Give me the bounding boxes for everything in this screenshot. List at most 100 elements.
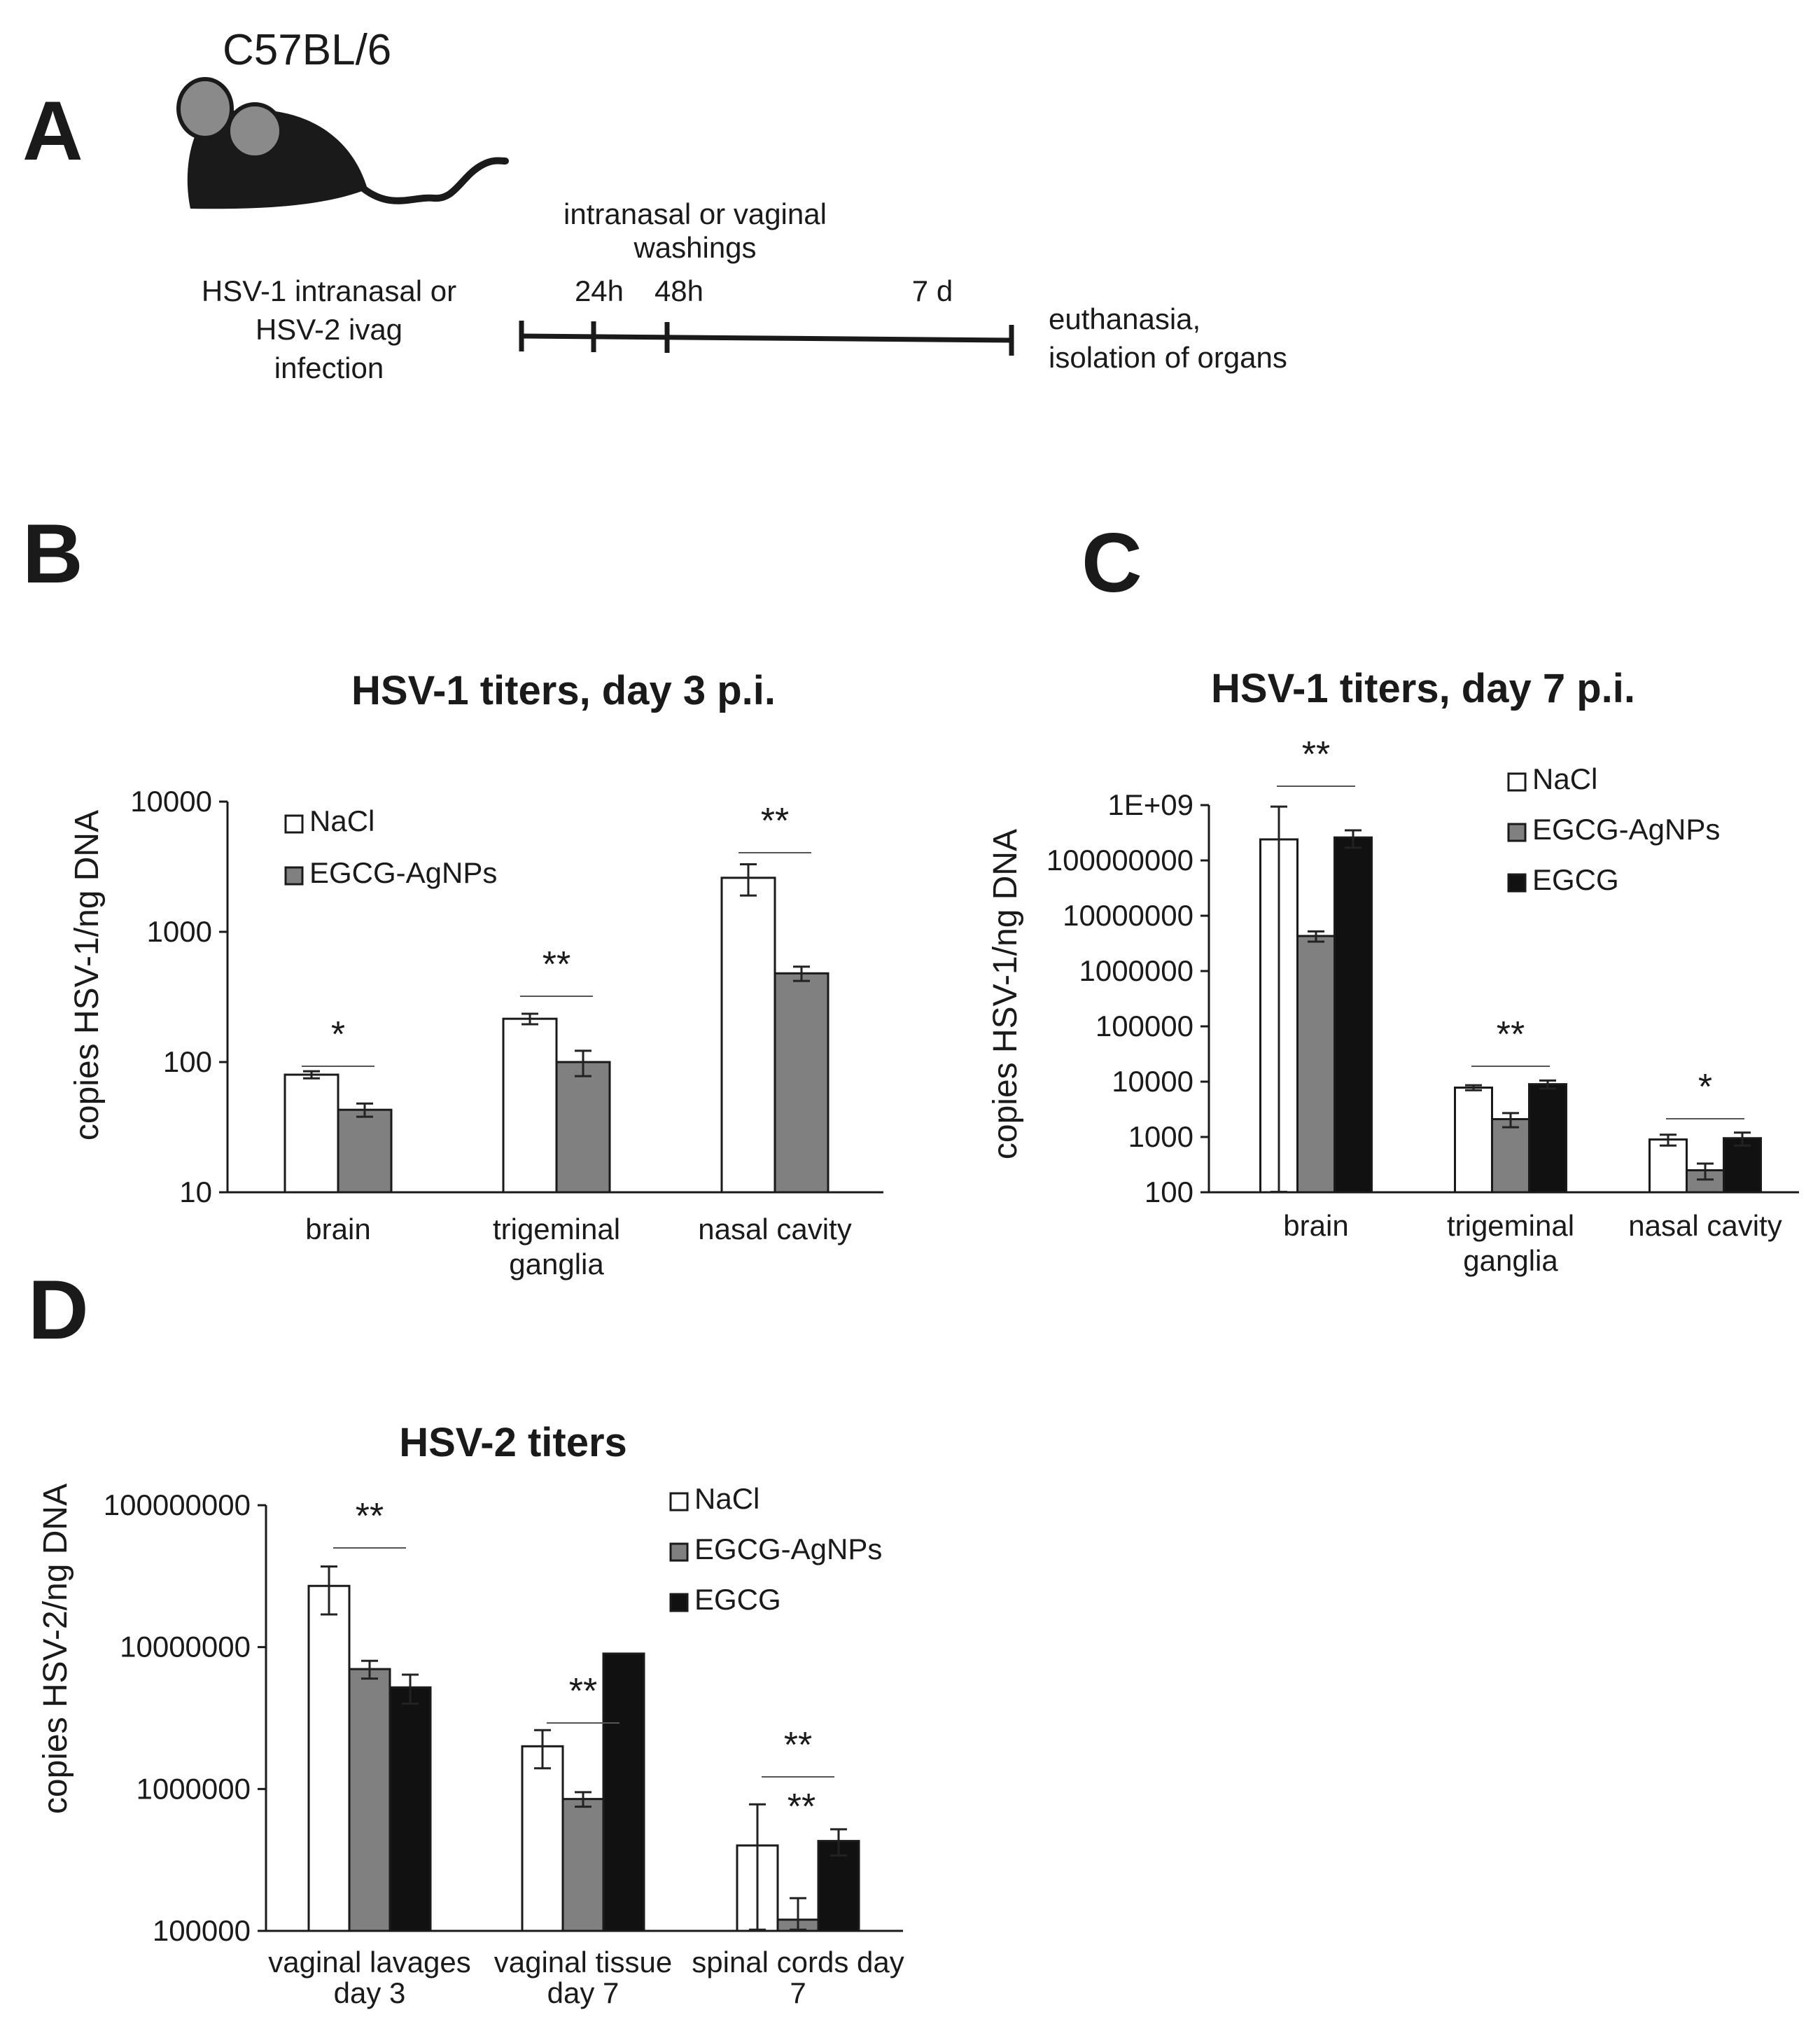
chart-d-category-label: vaginal lavages bbox=[268, 1946, 471, 1978]
chart-d-category-label: spinal cords day bbox=[692, 1946, 904, 1978]
chart-c-category-label: ganglia bbox=[1463, 1244, 1558, 1277]
chart-c-category-label: brain bbox=[1283, 1209, 1348, 1242]
chart-d-legend-label: EGCG-AgNPs bbox=[694, 1533, 882, 1565]
chart-b-significance: ** bbox=[542, 944, 570, 985]
chart-b-legend-label: NaCl bbox=[309, 804, 374, 837]
time-label-48h: 48h bbox=[654, 274, 704, 307]
chart-c-ytick-label: 100 bbox=[1144, 1175, 1194, 1208]
infection-label-line1: HSV-1 intranasal or bbox=[202, 274, 456, 307]
chart-d-legend-swatch bbox=[669, 1492, 689, 1512]
chart-c-bar bbox=[1648, 1138, 1688, 1194]
chart-b-ytick-label: 100 bbox=[163, 1045, 212, 1078]
chart-d: HSV-2 titers copies HSV-2/ng DNA 100000 100… bbox=[37, 1420, 904, 2009]
chart-b-significance: * bbox=[331, 1014, 345, 1055]
chart-b-ytick-label: 10000 bbox=[130, 785, 212, 818]
chart-b: HSV-1 titers, day 3 p.i. copies HSV-1/ng … bbox=[69, 668, 883, 1280]
chart-c-legend-label: EGCG bbox=[1532, 863, 1619, 896]
chart-c-ylabel: copies HSV-1/ng DNA bbox=[987, 829, 1024, 1159]
chart-d-bar bbox=[307, 1584, 351, 1932]
chart-d-significance: ** bbox=[356, 1496, 384, 1537]
chart-c-ytick-label: 1000 bbox=[1128, 1120, 1194, 1153]
chart-b-bar bbox=[284, 1073, 340, 1194]
chart-c-ytick-label: 100000000 bbox=[1046, 844, 1194, 877]
chart-d-ytick-label: 100000 bbox=[153, 1914, 251, 1947]
chart-b-ytick-label: 1000 bbox=[147, 915, 212, 948]
chart-c-ytick-label: 100000 bbox=[1096, 1010, 1194, 1042]
washings-label-line2: washings bbox=[633, 231, 756, 264]
chart-b-bar bbox=[720, 877, 776, 1194]
chart-d-bar bbox=[561, 1798, 605, 1932]
chart-c-category-label: nasal cavity bbox=[1628, 1209, 1782, 1242]
chart-c-bar bbox=[1296, 935, 1336, 1194]
chart-d-bar bbox=[348, 1668, 391, 1932]
chart-d-legend-label: NaCl bbox=[694, 1482, 760, 1515]
panel-letter-b: B bbox=[22, 507, 83, 601]
chart-c-category-label: trigeminal bbox=[1447, 1209, 1574, 1242]
infection-label-line3: infection bbox=[274, 351, 384, 384]
washings-label-line1: intranasal or vaginal bbox=[564, 197, 827, 230]
chart-d-legend-swatch bbox=[669, 1593, 689, 1612]
chart-d-category-label: day 7 bbox=[547, 1976, 620, 2009]
time-label-7d: 7 d bbox=[912, 274, 953, 307]
mouse-strain-label: C57BL/6 bbox=[223, 26, 391, 74]
time-label-24h: 24h bbox=[575, 274, 624, 307]
chart-b-category-label: ganglia bbox=[509, 1248, 604, 1280]
chart-c-ytick-label: 1E+09 bbox=[1107, 788, 1194, 821]
chart-b-significance: ** bbox=[761, 801, 789, 842]
chart-d-title: HSV-2 titers bbox=[399, 1420, 627, 1465]
chart-d-category-label: 7 bbox=[790, 1976, 806, 2009]
chart-c-ytick-label: 1000000 bbox=[1079, 954, 1194, 987]
panel-letter-c: C bbox=[1082, 516, 1142, 610]
chart-d-ytick-label: 10000000 bbox=[120, 1631, 251, 1663]
chart-c-legend-label: NaCl bbox=[1532, 762, 1597, 795]
timeline bbox=[519, 321, 1014, 356]
chart-d-ylabel: copies HSV-2/ng DNA bbox=[37, 1484, 74, 1814]
chart-b-ytick-label: 10 bbox=[179, 1175, 212, 1208]
chart-d-ytick-label: 100000000 bbox=[104, 1488, 251, 1521]
chart-d-significance-extra: ** bbox=[788, 1787, 816, 1827]
chart-c-ytick-label: 10000 bbox=[1112, 1065, 1194, 1098]
chart-d-significance: ** bbox=[569, 1671, 597, 1712]
chart-c-significance: * bbox=[1698, 1067, 1712, 1108]
chart-b-category-label: nasal cavity bbox=[698, 1213, 851, 1245]
chart-c-legend-swatch bbox=[1507, 823, 1527, 842]
chart-d-bar bbox=[388, 1686, 432, 1932]
chart-c: HSV-1 titers, day 7 p.i. copies HSV-1/ng … bbox=[987, 666, 1799, 1277]
endpoint-label-line1: euthanasia, bbox=[1049, 302, 1200, 335]
chart-b-legend-label: EGCG-AgNPs bbox=[309, 856, 497, 889]
chart-c-significance: ** bbox=[1302, 734, 1330, 775]
chart-d-category-label: vaginal tissue bbox=[494, 1946, 672, 1978]
chart-d-legend-label: EGCG bbox=[694, 1583, 781, 1616]
chart-c-bar bbox=[1528, 1083, 1567, 1194]
chart-b-category-label: brain bbox=[305, 1213, 370, 1245]
chart-d-category-label: day 3 bbox=[334, 1976, 406, 2009]
chart-c-title: HSV-1 titers, day 7 p.i. bbox=[1211, 666, 1635, 711]
chart-d-ytick-label: 1000000 bbox=[136, 1772, 251, 1805]
chart-c-bar bbox=[1454, 1087, 1493, 1194]
infection-label-line2: HSV-2 ivag bbox=[255, 313, 402, 346]
chart-b-bar bbox=[337, 1108, 393, 1194]
chart-c-significance: ** bbox=[1497, 1014, 1525, 1055]
chart-d-legend-swatch bbox=[669, 1542, 689, 1562]
mouse-icon bbox=[176, 77, 509, 209]
panel-letter-a: A bbox=[22, 84, 83, 178]
chart-b-bar bbox=[502, 1017, 558, 1194]
chart-b-title: HSV-1 titers, day 3 p.i. bbox=[351, 668, 776, 713]
panel-letter-d: D bbox=[28, 1263, 89, 1357]
chart-b-ylabel: copies HSV-1/ng DNA bbox=[69, 810, 106, 1140]
chart-d-significance: ** bbox=[784, 1725, 812, 1766]
chart-d-bar bbox=[602, 1652, 645, 1932]
chart-c-bar bbox=[1334, 836, 1373, 1194]
chart-c-legend-label: EGCG-AgNPs bbox=[1532, 813, 1720, 846]
chart-c-bar bbox=[1723, 1137, 1762, 1194]
chart-c-bar bbox=[1491, 1118, 1530, 1194]
chart-b-bar bbox=[774, 972, 830, 1194]
endpoint-label-line2: isolation of organs bbox=[1049, 341, 1287, 374]
chart-b-legend-swatch bbox=[284, 866, 304, 886]
chart-d-bar bbox=[521, 1745, 564, 1932]
chart-b-legend-swatch bbox=[284, 814, 304, 834]
chart-c-legend-swatch bbox=[1507, 873, 1527, 893]
chart-c-ytick-label: 10000000 bbox=[1063, 899, 1194, 932]
chart-b-category-label: trigeminal bbox=[493, 1213, 620, 1245]
